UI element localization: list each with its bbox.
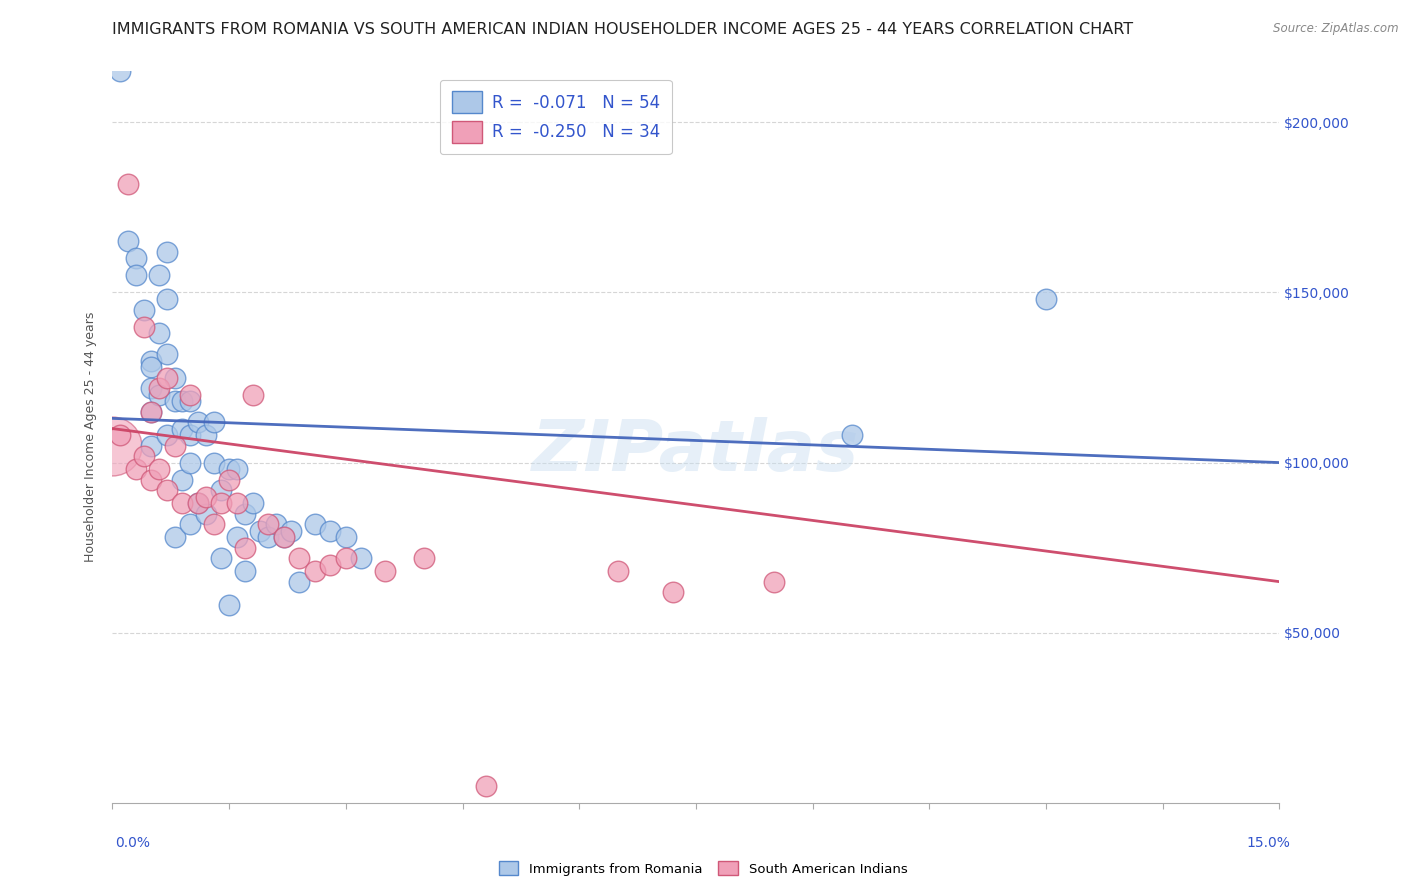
Point: [280, 524, 302, 538]
Point: [117, 177, 139, 191]
Point: [249, 524, 271, 538]
Point: [226, 531, 249, 545]
Point: [187, 415, 209, 429]
Point: [226, 462, 249, 476]
Point: [218, 599, 240, 613]
Point: [141, 404, 163, 418]
Point: [226, 496, 249, 510]
Point: [304, 565, 326, 579]
Point: [475, 779, 498, 793]
Point: [141, 473, 163, 487]
Point: [141, 404, 163, 418]
Point: [209, 496, 232, 510]
Point: [1035, 293, 1057, 307]
Point: [148, 268, 170, 283]
Text: 0.0%: 0.0%: [115, 836, 150, 850]
Point: [110, 64, 132, 78]
Point: [156, 293, 179, 307]
Point: [335, 550, 357, 565]
Point: [412, 550, 434, 565]
Point: [172, 496, 194, 510]
Point: [607, 565, 630, 579]
Point: [257, 516, 280, 531]
Point: [141, 381, 163, 395]
Point: [148, 381, 170, 395]
Point: [141, 353, 163, 368]
Point: [163, 394, 186, 409]
Point: [288, 550, 311, 565]
Point: [179, 456, 201, 470]
Point: [179, 394, 201, 409]
Point: [141, 439, 163, 453]
Point: [288, 574, 311, 589]
Point: [841, 428, 863, 442]
Point: [202, 415, 225, 429]
Legend: Immigrants from Romania, South American Indians: Immigrants from Romania, South American …: [494, 856, 912, 881]
Point: [304, 516, 326, 531]
Point: [762, 574, 785, 589]
Point: [156, 428, 179, 442]
Point: [273, 531, 295, 545]
Point: [374, 565, 396, 579]
Point: [110, 428, 132, 442]
Point: [661, 585, 683, 599]
Point: [125, 268, 148, 283]
Point: [132, 302, 155, 317]
Point: [242, 496, 264, 510]
Point: [194, 490, 217, 504]
Point: [156, 483, 179, 497]
Point: [319, 524, 342, 538]
Point: [179, 428, 201, 442]
Point: [202, 456, 225, 470]
Point: [233, 507, 256, 521]
Point: [187, 496, 209, 510]
Point: [233, 541, 256, 555]
Point: [132, 319, 155, 334]
Point: [172, 473, 194, 487]
Point: [141, 360, 163, 375]
Point: [148, 326, 170, 341]
Point: [156, 370, 179, 384]
Point: [209, 550, 232, 565]
Text: 15.0%: 15.0%: [1247, 836, 1291, 850]
Point: [101, 439, 124, 453]
Point: [273, 531, 295, 545]
Point: [125, 462, 148, 476]
Point: [148, 387, 170, 401]
Point: [172, 421, 194, 435]
Point: [202, 516, 225, 531]
Point: [156, 244, 179, 259]
Point: [148, 462, 170, 476]
Point: [350, 550, 373, 565]
Point: [209, 483, 232, 497]
Point: [179, 516, 201, 531]
Point: [125, 252, 148, 266]
Point: [117, 235, 139, 249]
Point: [218, 473, 240, 487]
Point: [187, 496, 209, 510]
Point: [218, 462, 240, 476]
Point: [163, 439, 186, 453]
Point: [264, 516, 287, 531]
Point: [179, 387, 201, 401]
Point: [163, 370, 186, 384]
Legend: R =  -0.071   N = 54, R =  -0.250   N = 34: R = -0.071 N = 54, R = -0.250 N = 34: [440, 79, 672, 154]
Point: [194, 507, 217, 521]
Point: [163, 531, 186, 545]
Text: ZIPatlas: ZIPatlas: [533, 417, 859, 486]
Text: IMMIGRANTS FROM ROMANIA VS SOUTH AMERICAN INDIAN HOUSEHOLDER INCOME AGES 25 - 44: IMMIGRANTS FROM ROMANIA VS SOUTH AMERICA…: [112, 22, 1133, 37]
Point: [172, 394, 194, 409]
Y-axis label: Householder Income Ages 25 - 44 years: Householder Income Ages 25 - 44 years: [83, 312, 97, 562]
Point: [257, 531, 280, 545]
Text: Source: ZipAtlas.com: Source: ZipAtlas.com: [1274, 22, 1399, 36]
Point: [233, 565, 256, 579]
Point: [132, 449, 155, 463]
Point: [156, 347, 179, 361]
Point: [242, 387, 264, 401]
Point: [335, 531, 357, 545]
Point: [319, 558, 342, 572]
Point: [194, 428, 217, 442]
